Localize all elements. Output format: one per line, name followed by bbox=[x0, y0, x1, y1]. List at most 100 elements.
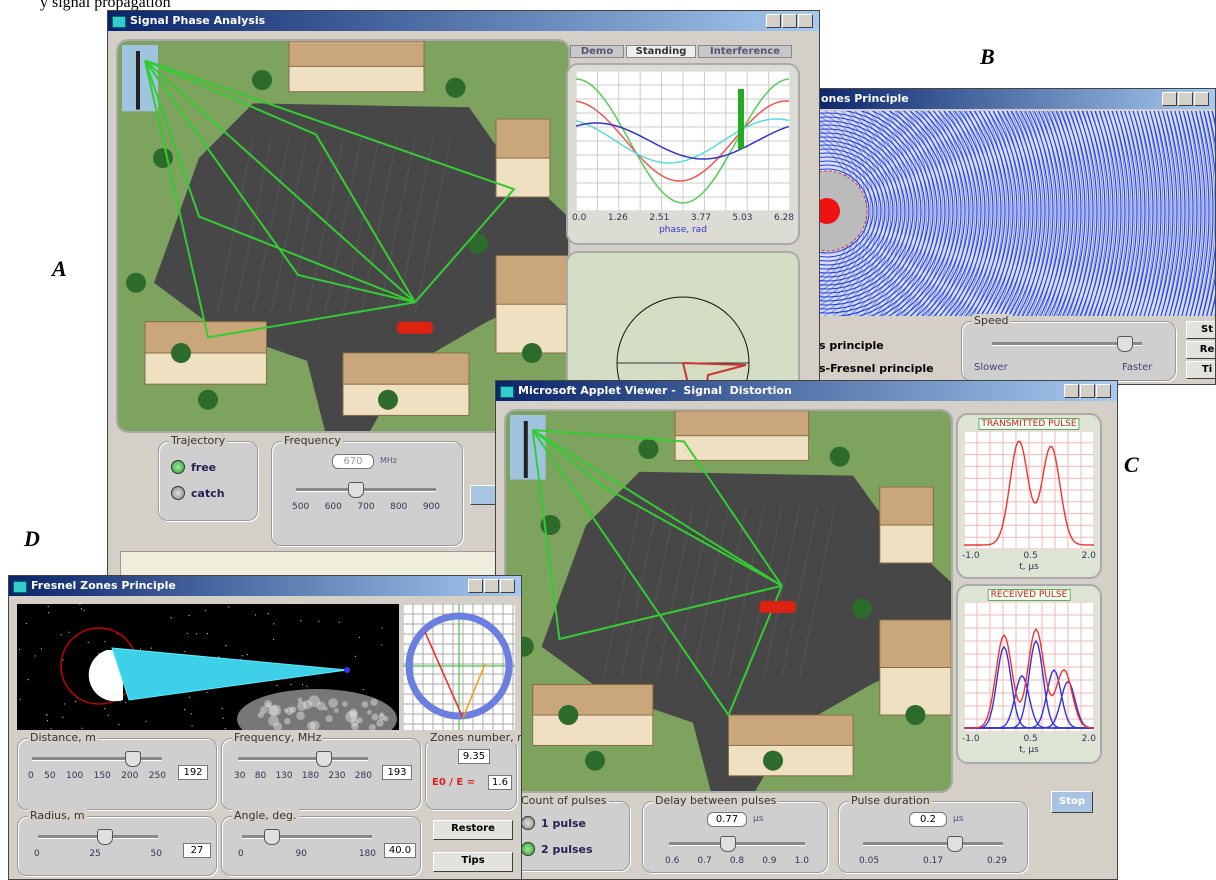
slider-track bbox=[238, 757, 368, 761]
value-field[interactable]: 193 bbox=[382, 765, 412, 780]
tree bbox=[126, 272, 146, 293]
figure-label: C bbox=[1124, 452, 1139, 477]
close[interactable] bbox=[500, 579, 515, 593]
wavefront bbox=[949, 111, 990, 316]
scene-frame bbox=[116, 39, 570, 433]
value-field[interactable]: 40.0 bbox=[384, 843, 416, 858]
close[interactable] bbox=[798, 14, 813, 28]
tab[interactable]: Interference bbox=[698, 45, 792, 58]
wave bbox=[576, 118, 790, 164]
wavefront bbox=[815, 124, 914, 298]
panel-title: RECEIVED PULSE bbox=[987, 589, 1071, 601]
tick-label: 250 bbox=[148, 771, 166, 781]
button[interactable]: Ti bbox=[1186, 361, 1215, 379]
star bbox=[318, 620, 320, 622]
frequency-slider[interactable]: 30 80 130 180 230 280 bbox=[234, 751, 372, 791]
tab[interactable]: Demo bbox=[570, 45, 624, 58]
close[interactable] bbox=[1096, 384, 1111, 398]
group-title: Frequency, MHz bbox=[232, 731, 324, 744]
value-field[interactable]: 0.77 bbox=[707, 812, 747, 827]
wavefront bbox=[815, 111, 884, 312]
button[interactable]: St bbox=[1186, 321, 1215, 339]
value-field[interactable]: 670 bbox=[332, 454, 374, 469]
button[interactable]: Re bbox=[1186, 341, 1215, 359]
wavefront bbox=[895, 111, 954, 316]
wavefront bbox=[815, 112, 926, 310]
maximize[interactable] bbox=[1080, 384, 1095, 398]
value-field[interactable]: 192 bbox=[178, 765, 208, 780]
distance-slider[interactable]: 0 50 100 150 200 250 bbox=[28, 751, 166, 791]
minimize[interactable] bbox=[468, 579, 483, 593]
tree bbox=[585, 750, 605, 771]
star bbox=[306, 685, 308, 687]
wavefront bbox=[1029, 111, 1052, 316]
star bbox=[184, 709, 186, 711]
frequency-slider[interactable]: 500 600 700 800 900 bbox=[292, 482, 440, 522]
star bbox=[50, 728, 52, 730]
parking-line bbox=[621, 505, 658, 678]
cloud bbox=[289, 706, 297, 713]
car bbox=[759, 601, 796, 613]
parking-line bbox=[674, 505, 712, 678]
radio[interactable]: catch bbox=[171, 486, 225, 500]
duration-slider[interactable]: 0.05 0.17 0.29 bbox=[859, 836, 1007, 876]
city-scene bbox=[506, 411, 951, 791]
speed-slider[interactable] bbox=[992, 336, 1142, 376]
angle-slider[interactable]: 0 90 180 bbox=[238, 829, 376, 869]
group-title: Speed bbox=[972, 314, 1011, 327]
maximize[interactable] bbox=[782, 14, 797, 28]
radio[interactable]: free bbox=[171, 460, 216, 474]
radio[interactable]: 2 pulses bbox=[521, 842, 593, 856]
tick-label: 6.28 bbox=[773, 213, 794, 223]
minimize[interactable] bbox=[1064, 384, 1079, 398]
maximize[interactable] bbox=[484, 579, 499, 593]
wavefront bbox=[815, 118, 876, 304]
wavefront bbox=[869, 111, 942, 316]
wavefront bbox=[1055, 111, 1076, 316]
minimize[interactable] bbox=[766, 14, 781, 28]
wavefront bbox=[1012, 111, 1036, 316]
wavefront bbox=[815, 111, 930, 314]
group-title: Trajectory bbox=[169, 434, 228, 447]
value-field[interactable]: 0.2 bbox=[909, 812, 947, 827]
ray bbox=[144, 60, 416, 339]
star bbox=[381, 627, 383, 629]
wavefront bbox=[1085, 111, 1104, 316]
wavefront bbox=[895, 111, 936, 316]
delay-slider[interactable]: 0.6 0.7 0.8 0.9 1.0 bbox=[665, 836, 809, 876]
radius-slider[interactable]: 0 25 50 bbox=[34, 829, 162, 869]
tab[interactable]: Standing bbox=[626, 45, 696, 58]
parking-line bbox=[414, 138, 452, 315]
tick-label: 90 bbox=[295, 849, 307, 859]
slider-track bbox=[242, 835, 372, 839]
tick-label: 50 bbox=[150, 849, 162, 859]
minimize[interactable] bbox=[1162, 92, 1177, 106]
radio[interactable]: 1 pulse bbox=[521, 816, 586, 830]
wavefront bbox=[1168, 111, 1184, 316]
tree bbox=[638, 439, 659, 459]
star bbox=[188, 696, 191, 698]
tick-label: 1.26 bbox=[607, 213, 628, 223]
stop-button[interactable]: Stop bbox=[1051, 791, 1093, 813]
wavefront bbox=[1151, 111, 1170, 316]
option[interactable]: s principle bbox=[819, 339, 884, 352]
cloud bbox=[296, 701, 307, 711]
wavefront bbox=[1114, 111, 1132, 316]
tick-row: 0 90 180 bbox=[238, 849, 376, 859]
close[interactable] bbox=[1194, 92, 1209, 106]
cloud bbox=[265, 702, 271, 708]
maximize[interactable] bbox=[1178, 92, 1193, 106]
wavefront bbox=[1064, 111, 1084, 316]
ray bbox=[531, 429, 783, 718]
wavefront bbox=[823, 111, 892, 316]
tree bbox=[198, 389, 218, 410]
wavefront bbox=[1160, 111, 1178, 316]
value-field[interactable]: 27 bbox=[183, 843, 211, 858]
tips-button[interactable]: Tips bbox=[433, 852, 513, 872]
restore-button[interactable]: Restore bbox=[433, 820, 513, 840]
wavefront bbox=[989, 111, 1022, 316]
star bbox=[224, 728, 226, 730]
wavefront bbox=[889, 111, 932, 316]
option[interactable]: s-Fresnel principle bbox=[819, 362, 934, 375]
wavefront bbox=[1113, 111, 1134, 316]
